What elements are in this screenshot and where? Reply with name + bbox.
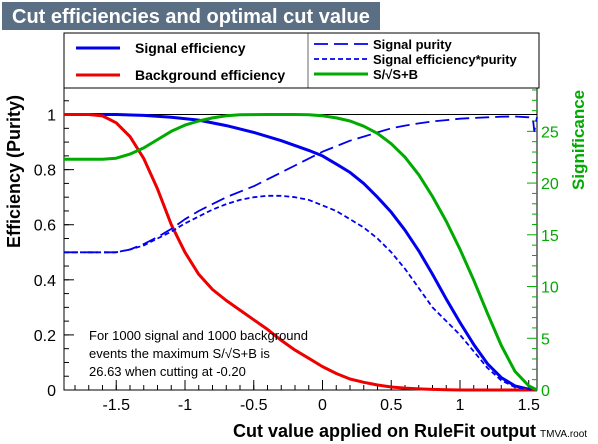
plot-frame [63, 86, 538, 391]
y2-tick-label: 15 [541, 228, 559, 245]
y-axis-label: Efficiency (Purity) [4, 95, 24, 248]
x-axis-label: Cut value applied on RuleFit output [233, 421, 536, 441]
legend: Signal efficiency Background efficiency Si… [76, 37, 518, 83]
y2-tick-label: 5 [541, 331, 550, 348]
x-tick-label: -1.5 [102, 397, 130, 414]
series-line-4 [64, 113, 538, 392]
annotation-line-3: 26.63 when cutting at -0.20 [89, 364, 246, 379]
x-tick-label: 0.5 [380, 397, 402, 414]
title-box [2, 2, 380, 30]
y-tick-label: 0.2 [34, 328, 56, 345]
y-tick-label: 0.4 [34, 273, 56, 290]
y-tick-label: 0 [47, 383, 56, 400]
y-tick-label: 1 [47, 108, 56, 125]
legend-label-left-0: Signal efficiency [135, 40, 246, 56]
y-tick-label: 0.8 [34, 163, 56, 180]
legend-box [63, 32, 540, 89]
legend-label-right-1: Signal efficiency*purity [373, 52, 518, 67]
chart-title: Cut efficiencies and optimal cut value [12, 6, 370, 28]
series-line-3 [64, 194, 538, 391]
series-line-1 [64, 113, 537, 392]
x-tick-label: 1 [456, 397, 465, 414]
annotation-line-2: events the maximum S/√S+B is [89, 346, 270, 361]
y2-tick-label: 25 [541, 124, 559, 141]
y2-tick-label: 10 [541, 280, 559, 297]
annotation-line-1: For 1000 signal and 1000 background [89, 328, 308, 343]
series-group [64, 113, 538, 392]
x-tick-label: -1 [178, 397, 192, 414]
series-line-2 [64, 115, 538, 254]
y2-tick-label: 0 [541, 383, 550, 400]
x-tick-label: 0 [318, 397, 327, 414]
watermark: TMVA.root [540, 429, 587, 440]
legend-label-right-0: Signal purity [373, 37, 453, 52]
x-tick-label: -0.5 [240, 397, 268, 414]
y2-axis-label: Significance [569, 90, 588, 190]
x-tick-label: 1.5 [518, 397, 540, 414]
axis-ticks-group: -1.5 -1 -0.5 0 0.5 1 1.500.20.40.60.8105101520… [34, 89, 559, 414]
y-tick-label: 0.6 [34, 218, 56, 235]
y2-tick-label: 20 [541, 176, 559, 193]
legend-label-right-2: S/√S+B [373, 67, 418, 82]
legend-label-left-1: Background efficiency [135, 67, 285, 83]
